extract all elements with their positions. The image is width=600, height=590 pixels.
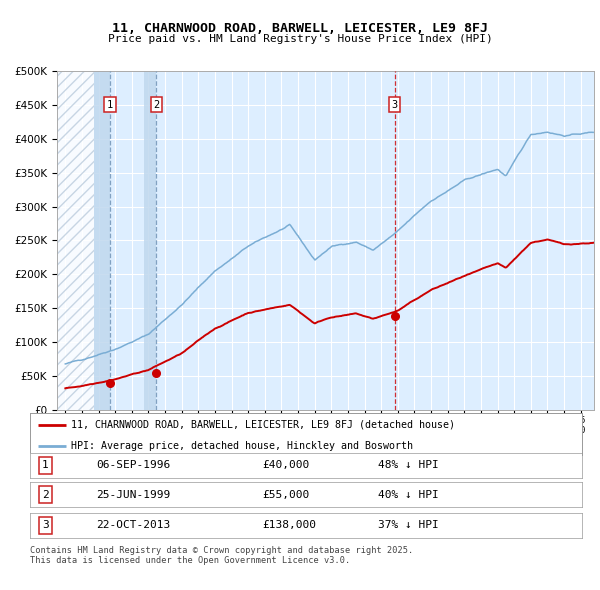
Text: 25-JUN-1999: 25-JUN-1999 — [96, 490, 170, 500]
Text: 2: 2 — [42, 490, 49, 500]
Text: 37% ↓ HPI: 37% ↓ HPI — [378, 520, 439, 530]
Text: £40,000: £40,000 — [262, 460, 309, 470]
Text: 06-SEP-1996: 06-SEP-1996 — [96, 460, 170, 470]
Bar — [94, 71, 110, 410]
Text: Contains HM Land Registry data © Crown copyright and database right 2025.
This d: Contains HM Land Registry data © Crown c… — [30, 546, 413, 565]
Text: £138,000: £138,000 — [262, 520, 316, 530]
Bar — [144, 71, 157, 410]
Text: 40% ↓ HPI: 40% ↓ HPI — [378, 490, 439, 500]
Text: £55,000: £55,000 — [262, 490, 309, 500]
Text: 3: 3 — [42, 520, 49, 530]
Text: HPI: Average price, detached house, Hinckley and Bosworth: HPI: Average price, detached house, Hinc… — [71, 441, 413, 451]
Text: 48% ↓ HPI: 48% ↓ HPI — [378, 460, 439, 470]
Text: 2: 2 — [153, 100, 160, 110]
Text: 22-OCT-2013: 22-OCT-2013 — [96, 520, 170, 530]
Text: Price paid vs. HM Land Registry's House Price Index (HPI): Price paid vs. HM Land Registry's House … — [107, 34, 493, 44]
Text: 1: 1 — [107, 100, 113, 110]
Text: 3: 3 — [392, 100, 398, 110]
Text: 1: 1 — [42, 460, 49, 470]
Text: 11, CHARNWOOD ROAD, BARWELL, LEICESTER, LE9 8FJ (detached house): 11, CHARNWOOD ROAD, BARWELL, LEICESTER, … — [71, 420, 455, 430]
Text: 11, CHARNWOOD ROAD, BARWELL, LEICESTER, LE9 8FJ: 11, CHARNWOOD ROAD, BARWELL, LEICESTER, … — [112, 22, 488, 35]
Bar — [57, 71, 94, 410]
